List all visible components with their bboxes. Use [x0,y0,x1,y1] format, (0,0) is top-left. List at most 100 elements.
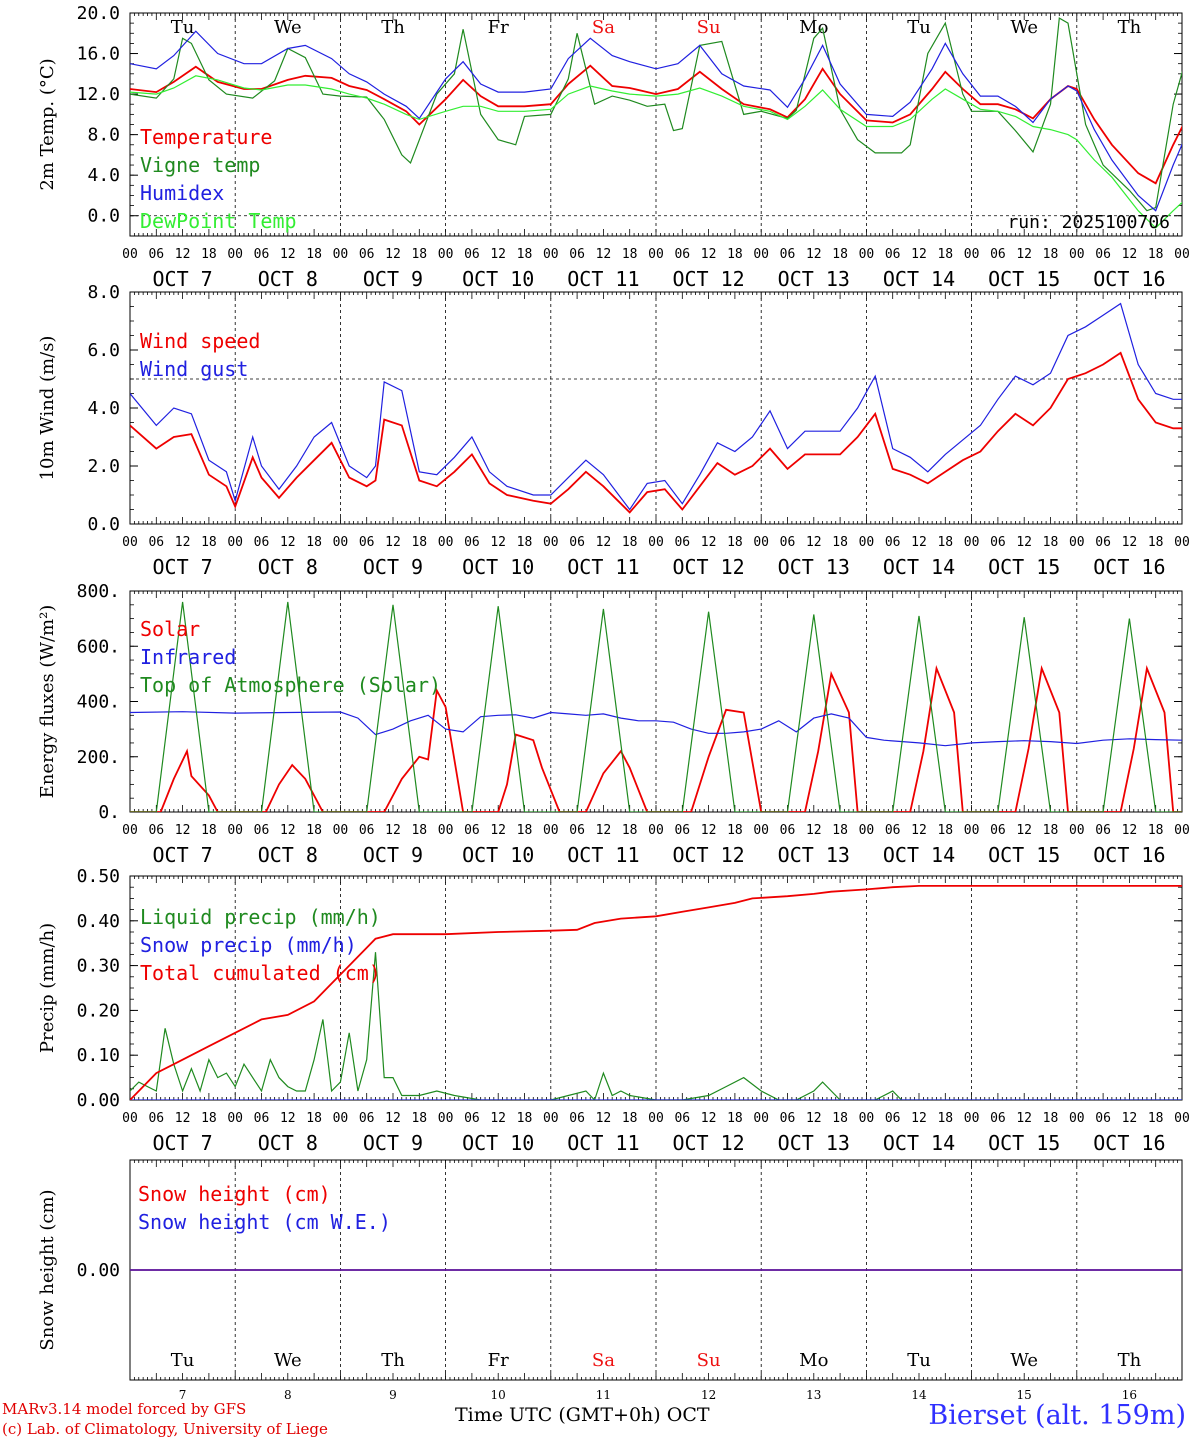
date-label: OCT 13 [778,1131,850,1155]
hour-label: 06 [990,1111,1006,1126]
date-label: OCT 8 [258,555,318,579]
hour-label: 18 [411,823,427,838]
date-label: OCT 7 [152,843,212,867]
hour-label: 18 [1148,823,1164,838]
hour-label: 06 [569,823,585,838]
date-label: OCT 7 [152,555,212,579]
weekday-label: We [274,1350,302,1371]
date-label: OCT 15 [988,555,1060,579]
date-label: OCT 11 [567,555,639,579]
date-label: OCT 7 [152,267,212,291]
hour-label: 00 [438,535,454,550]
date-label: OCT 15 [988,1131,1060,1155]
weekday-label: Tu [171,1350,195,1371]
y-tick-label: 20.0 [77,3,120,24]
y-tick-label: 0.30 [77,956,120,977]
hour-label: 06 [1095,247,1111,262]
time-axis-text: Time UTC (GMT+0h) [455,1404,661,1426]
date-label: OCT 13 [778,267,850,291]
hour-label: 00 [859,1111,875,1126]
hour-label: 18 [832,535,848,550]
hour-label: 00 [227,247,243,262]
hour-label: 06 [674,1111,690,1126]
day-number-label: 10 [491,1388,506,1402]
hour-label: 12 [911,247,927,262]
hour-label: 06 [254,247,270,262]
hour-label: 00 [333,535,349,550]
date-label: OCT 14 [883,555,955,579]
date-label: OCT 14 [883,267,955,291]
series-line-top-of-atmosphere-solar- [130,601,1182,812]
hour-label: 00 [1069,823,1085,838]
hour-label: 00 [859,535,875,550]
date-label: OCT 13 [778,555,850,579]
hour-label: 06 [148,823,164,838]
hour-label: 00 [438,823,454,838]
hour-label: 18 [517,247,533,262]
date-label: OCT 8 [258,267,318,291]
hour-label: 18 [622,535,638,550]
weekday-label: Tu [907,17,931,38]
hour-label: 18 [727,823,743,838]
date-label: OCT 9 [363,843,423,867]
panel-2: 0.0 2.0 4.0 6.0 8.0 10m Wind (m/s) 00 06 12 18 OCT… [37,282,1190,579]
panel-3: 0. 200. 400. 600. 800. Energy fluxes (W/m²) 00… [37,581,1190,867]
hour-label: 12 [490,1111,506,1126]
hour-label: 00 [648,247,664,262]
y-tick-label: 0.20 [77,1000,120,1021]
panel-frame [129,12,1183,237]
hour-label: 06 [359,1111,375,1126]
weekday-label: We [1010,17,1038,38]
day-number-label: 16 [1122,1388,1137,1402]
hour-label: 00 [753,535,769,550]
date-label: OCT 8 [258,1131,318,1155]
day-number-label: 13 [806,1388,821,1402]
hour-label: 00 [964,823,980,838]
y-tick-label: 0.0 [87,514,120,535]
y-tick-label: 200. [77,747,120,768]
y-tick-label: 600. [77,636,120,657]
weekday-label: Mo [799,17,828,38]
date-label: OCT 9 [363,267,423,291]
y-tick-label: 0. [98,802,120,823]
hour-label: 00 [333,823,349,838]
y-axis-label: Snow height (cm) [37,1189,58,1350]
y-axis-label: Precip (mm/h) [37,923,58,1053]
legend-entry: Top of Atmosphere (Solar) [140,673,441,697]
hour-label: 18 [622,1111,638,1126]
hour-label: 12 [490,535,506,550]
hour-label: 12 [385,535,401,550]
hour-label: 00 [227,535,243,550]
hour-label: 12 [596,247,612,262]
date-label: OCT 12 [672,267,744,291]
hour-label: 00 [964,535,980,550]
date-label: OCT 12 [672,555,744,579]
hour-label: 06 [780,1111,796,1126]
hour-label: 00 [1174,247,1190,262]
legend-entry: Infrared [140,645,236,669]
date-label: OCT 15 [988,267,1060,291]
date-label: OCT 10 [462,555,534,579]
month-label: OCT [666,1404,710,1426]
hour-label: 12 [596,535,612,550]
hour-label: 00 [1174,1111,1190,1126]
hour-label: 06 [885,535,901,550]
hour-label: 00 [543,1111,559,1126]
weekday-label: Th [381,17,405,38]
hour-label: 12 [596,823,612,838]
legend-entry: Liquid precip (mm/h) [140,905,381,929]
hour-label: 00 [1174,823,1190,838]
hour-label: 06 [359,535,375,550]
date-label: OCT 15 [988,843,1060,867]
y-tick-label: 16.0 [77,44,120,65]
hour-label: 06 [569,247,585,262]
hour-label: 00 [648,535,664,550]
panel-5: 0.00 Snow height (cm) Tu We Th Fr Sa Su Mo Tu We Th… [37,1159,1183,1402]
y-tick-label: 0.50 [77,866,120,887]
hour-label: 12 [1016,535,1032,550]
y-tick-label: 8.0 [87,125,120,146]
date-label: OCT 9 [363,555,423,579]
y-tick-label: 0.40 [77,911,120,932]
hour-label: 18 [201,1111,217,1126]
hour-label: 12 [911,535,927,550]
